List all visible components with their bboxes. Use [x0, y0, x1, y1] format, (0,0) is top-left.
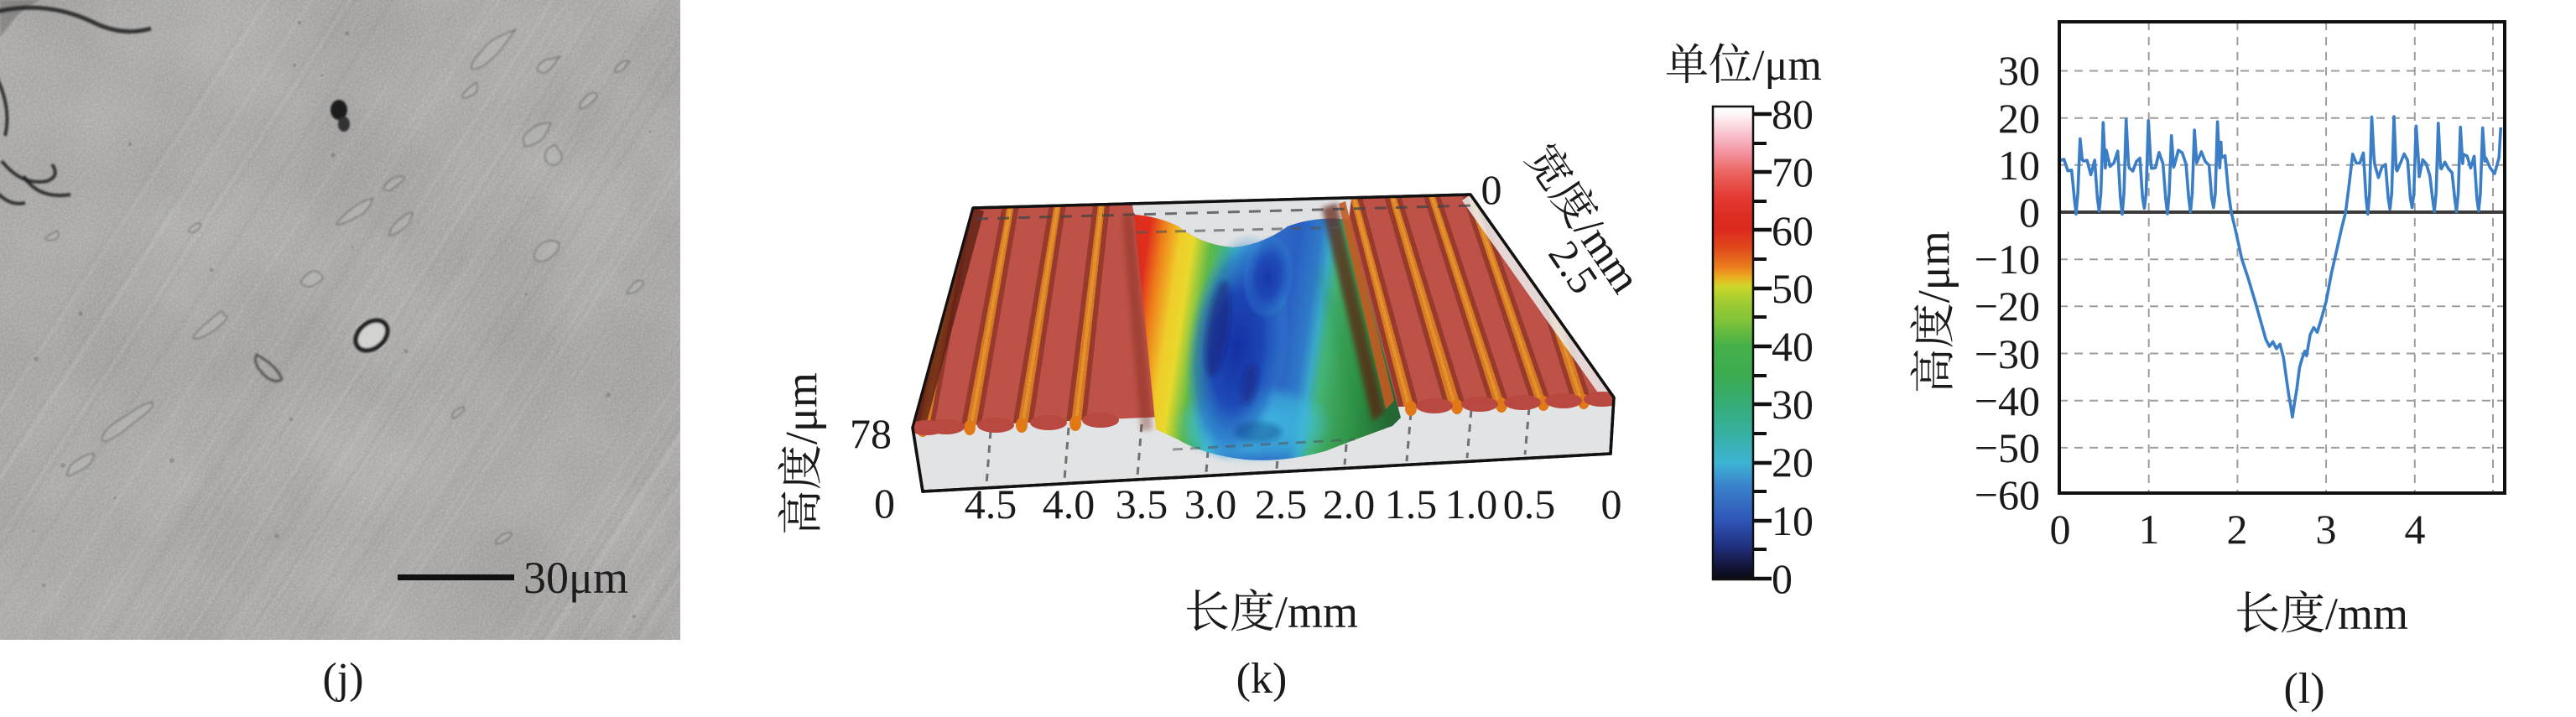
svg-text:−40: −40 — [1975, 377, 2040, 424]
svg-text:78: 78 — [850, 410, 892, 457]
svg-text:4: 4 — [2405, 506, 2426, 553]
svg-text:(l): (l) — [2283, 665, 2324, 713]
svg-text:4.5: 4.5 — [965, 481, 1017, 527]
svg-text:4.0: 4.0 — [1043, 481, 1095, 527]
svg-text:1.5: 1.5 — [1385, 481, 1438, 527]
svg-text:40: 40 — [1772, 323, 1814, 370]
svg-text:/μm: /μm — [776, 372, 826, 444]
svg-text:(j): (j) — [322, 655, 363, 703]
svg-text:/μm: /μm — [1908, 231, 1959, 303]
svg-text:30: 30 — [1998, 47, 2040, 94]
svg-text:2.0: 2.0 — [1323, 481, 1376, 527]
svg-text:3.5: 3.5 — [1116, 481, 1168, 527]
svg-text:70: 70 — [1772, 148, 1814, 195]
svg-text:/mm: /mm — [2325, 589, 2408, 639]
svg-text:0: 0 — [874, 480, 895, 527]
svg-text:2.5: 2.5 — [1255, 481, 1308, 527]
svg-text:1: 1 — [2139, 506, 2160, 553]
svg-text:20: 20 — [1998, 95, 2040, 142]
svg-text:1.0: 1.0 — [1445, 481, 1498, 527]
svg-text:10: 10 — [1998, 142, 2040, 189]
svg-text:−10: −10 — [1975, 236, 2040, 283]
svg-text:0: 0 — [1772, 555, 1793, 602]
svg-text:10: 10 — [1772, 497, 1814, 544]
svg-text:50: 50 — [1772, 265, 1814, 312]
svg-text:0.5: 0.5 — [1503, 481, 1556, 527]
svg-text:0: 0 — [1601, 481, 1622, 527]
svg-text:2: 2 — [2227, 506, 2248, 553]
svg-text:/μm: /μm — [1752, 42, 1822, 90]
svg-text:(k): (k) — [1236, 655, 1288, 703]
svg-text:0: 0 — [2019, 189, 2040, 236]
svg-text:20: 20 — [1772, 439, 1814, 486]
svg-text:60: 60 — [1772, 207, 1814, 254]
svg-text:/mm: /mm — [1275, 587, 1358, 637]
svg-text:0: 0 — [2050, 506, 2071, 553]
svg-text:−60: −60 — [1975, 471, 2040, 518]
svg-text:30μm: 30μm — [523, 553, 628, 603]
svg-text:−50: −50 — [1975, 424, 2040, 471]
svg-text:−20: −20 — [1975, 283, 2040, 330]
svg-text:0: 0 — [1481, 166, 1502, 213]
svg-text:80: 80 — [1772, 91, 1814, 138]
svg-text:−30: −30 — [1975, 330, 2040, 377]
svg-text:3.0: 3.0 — [1184, 481, 1237, 527]
svg-text:30: 30 — [1772, 381, 1814, 428]
svg-text:3: 3 — [2316, 506, 2337, 553]
